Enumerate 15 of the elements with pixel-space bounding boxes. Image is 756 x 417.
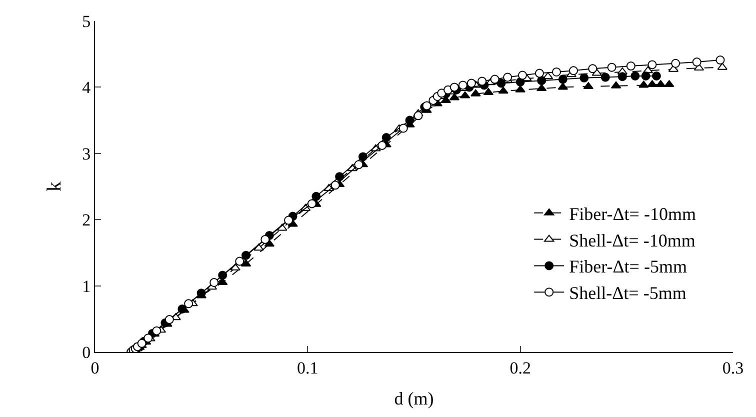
y-tick-label: 2 xyxy=(82,210,91,230)
y-tick-label: 5 xyxy=(82,12,91,31)
y-tick-label: 0 xyxy=(82,342,91,362)
x-tick-label: 0.2 xyxy=(510,358,531,378)
x-tick-label: 0.1 xyxy=(297,358,318,378)
legend-label: Shell-Δt= -10mm xyxy=(569,230,696,250)
y-tick-label: 4 xyxy=(82,78,92,98)
x-tick-label: 0.3 xyxy=(722,358,744,378)
y-tick-label: 1 xyxy=(82,276,91,296)
y-tick-label: 3 xyxy=(82,144,91,164)
y-axis-title: k xyxy=(44,182,66,192)
x-axis-title: d (m) xyxy=(394,388,434,408)
legend-label: Fiber-Δt= -10mm xyxy=(569,204,696,224)
legend-label: Shell-Δt= -5mm xyxy=(569,283,686,304)
legend-label: Fiber-Δt= -5mm xyxy=(569,256,687,277)
